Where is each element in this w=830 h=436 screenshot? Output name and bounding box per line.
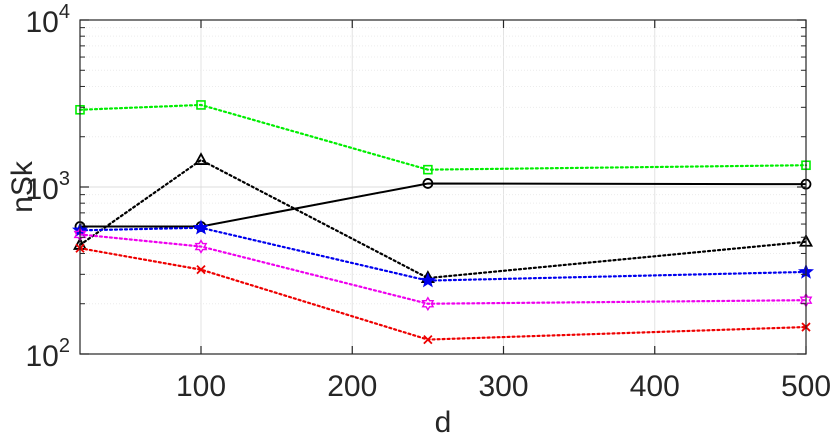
series-line xyxy=(80,182,807,228)
series-1 xyxy=(75,100,811,175)
marker-square xyxy=(423,164,433,175)
marker-hexagram xyxy=(421,296,435,312)
marker-hexagram xyxy=(194,239,208,254)
series-2 xyxy=(72,152,814,283)
x-tick-label: 500 xyxy=(781,370,830,403)
x-axis-label: d xyxy=(435,406,452,436)
marker-star xyxy=(419,272,436,288)
y-axis-label: nSk xyxy=(6,160,39,213)
marker-triangle xyxy=(193,152,209,165)
x-tick-label: 300 xyxy=(478,370,528,403)
series-5 xyxy=(73,227,813,312)
x-tick-label: 200 xyxy=(327,370,377,403)
y-tick-label: 102 xyxy=(26,335,71,373)
marker-x xyxy=(423,334,433,345)
marker-circle xyxy=(422,178,434,189)
series-line xyxy=(78,226,808,282)
marker-square xyxy=(196,100,206,110)
ticks xyxy=(80,19,807,355)
series-6 xyxy=(75,243,811,345)
series-line xyxy=(78,233,808,305)
series-line xyxy=(78,247,808,341)
series-line xyxy=(78,158,808,280)
x-tick-label: 100 xyxy=(176,370,226,403)
y-tick-label: 103 xyxy=(26,168,71,206)
tick-labels: 100 200 300 400 500 102 103 104 xyxy=(26,1,830,403)
y-tick-label: 104 xyxy=(26,1,71,39)
series-layer xyxy=(72,100,814,345)
marker-star xyxy=(193,219,209,235)
series-line xyxy=(78,103,808,171)
x-tick-label: 400 xyxy=(630,370,680,403)
marker-x xyxy=(196,265,206,275)
